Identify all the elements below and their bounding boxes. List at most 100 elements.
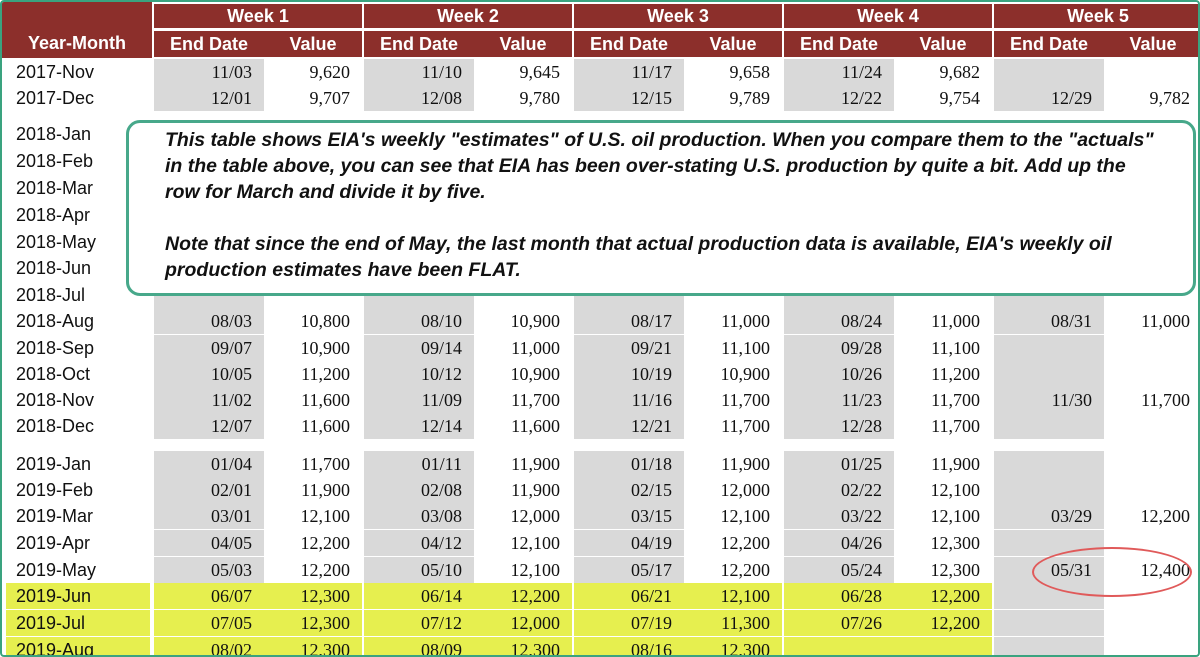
cell-value: 11,000 — [511, 338, 560, 358]
cell-value: 12,200 — [1140, 506, 1191, 526]
row-year-month: 2019-May — [16, 560, 97, 580]
cell-value: 12,300 — [264, 610, 362, 636]
cell-value: 11,700 — [931, 416, 980, 436]
cell-value: 10,900 — [300, 338, 351, 358]
cell-value: 12,200 — [300, 533, 351, 553]
cell-end-date: 09/21 — [574, 335, 684, 361]
cell-end-date: 07/12 — [364, 610, 474, 636]
cell-end-date: 07/05 — [154, 610, 264, 636]
cell-value: 11,100 — [931, 338, 980, 358]
row-year-month: 2018-Sep — [16, 338, 95, 358]
row-year-month: 2018-May — [16, 232, 97, 252]
cell-value: 12,300 — [930, 533, 981, 553]
cell-end-date: 11/16 — [574, 387, 684, 413]
cell-end-date: 12/01 — [154, 85, 264, 111]
cell-end-date — [994, 413, 1104, 439]
cell-value: 10,900 — [720, 364, 771, 384]
cell-end-date: 05/03 — [154, 557, 264, 583]
annotation-callout: This table shows EIA's weekly "estimates… — [126, 120, 1196, 296]
cell-end-date: 09/28 — [784, 335, 894, 361]
cell-value: 12,000 — [720, 480, 771, 500]
annotation-paragraph-2: Note that since the end of May, the last… — [165, 233, 1112, 281]
cell-value: 12,100 — [510, 533, 561, 553]
cell-value — [1104, 477, 1198, 503]
cell-end-date: 04/19 — [574, 530, 684, 556]
cell-value: 11,600 — [301, 416, 350, 436]
cell-end-date: 02/08 — [364, 477, 474, 503]
cell-end-date: 09/14 — [364, 335, 474, 361]
header-value: Value — [894, 31, 992, 57]
cell-end-date: 06/21 — [574, 583, 684, 609]
cell-end-date: 05/17 — [574, 557, 684, 583]
cell-end-date — [994, 335, 1104, 361]
cell-end-date: 05/10 — [364, 557, 474, 583]
cell-value: 12,300 — [684, 637, 782, 655]
cell-value — [1104, 413, 1198, 439]
cell-value: 11,600 — [511, 416, 560, 436]
cell-end-date: 12/15 — [574, 85, 684, 111]
cell-value: 9,658 — [729, 62, 771, 82]
cell-value: 11,900 — [931, 454, 980, 474]
header-value: Value — [474, 31, 572, 57]
cell-end-date: 12/22 — [784, 85, 894, 111]
cell-end-date: 01/18 — [574, 451, 684, 477]
cell-end-date: 01/04 — [154, 451, 264, 477]
cell-value: 11,700 — [301, 454, 350, 474]
row-year-month: 2019-Apr — [16, 533, 91, 553]
cell-end-date: 05/24 — [784, 557, 894, 583]
cell-value: 9,789 — [729, 88, 771, 108]
annotation-paragraph-1: This table shows EIA's weekly "estimates… — [165, 129, 1154, 203]
row-year-month: 2018-Jul — [16, 285, 86, 305]
cell-end-date: 08/02 — [154, 637, 264, 655]
cell-end-date: 11/24 — [784, 59, 894, 85]
cell-value: 10,900 — [510, 311, 561, 331]
header-end-date: End Date — [364, 31, 474, 57]
cell-value: 11,300 — [684, 610, 782, 636]
cell-value: 11,700 — [1141, 390, 1190, 410]
cell-end-date: 08/17 — [574, 308, 684, 334]
cell-end-date: 08/09 — [364, 637, 474, 655]
cell-end-date: 04/12 — [364, 530, 474, 556]
row-year-month: 2019-Jan — [16, 454, 92, 474]
cell-value: 12,300 — [264, 583, 362, 609]
cell-value: 12,300 — [930, 560, 981, 580]
cell-end-date — [994, 610, 1104, 636]
header-week-5: Week 5 — [994, 4, 1198, 28]
header-value: Value — [1104, 31, 1198, 57]
header-end-date: End Date — [574, 31, 684, 57]
cell-end-date: 01/11 — [364, 451, 474, 477]
cell-value — [1104, 610, 1198, 636]
cell-end-date — [994, 361, 1104, 387]
cell-value: 9,782 — [1149, 88, 1191, 108]
cell-value: 12,000 — [510, 506, 561, 526]
row-year-month: 2018-Aug — [16, 311, 95, 331]
header-year-month: Year-Month — [2, 2, 152, 58]
cell-value: 12,300 — [264, 637, 362, 655]
cell-value: 11,100 — [721, 338, 770, 358]
cell-value — [1104, 59, 1198, 85]
cell-end-date: 03/22 — [784, 503, 894, 529]
cell-end-date: 12/21 — [574, 413, 684, 439]
row-year-month: 2017-Nov — [16, 62, 95, 82]
cell-value: 12,100 — [300, 506, 351, 526]
row-year-month: 2019-Jul — [6, 610, 150, 636]
cell-end-date: 03/01 — [154, 503, 264, 529]
cell-end-date — [994, 451, 1104, 477]
row-year-month: 2018-Jun — [16, 258, 92, 278]
cell-value: 9,707 — [309, 88, 351, 108]
cell-end-date: 08/31 — [994, 308, 1104, 334]
cell-end-date: 02/15 — [574, 477, 684, 503]
row-year-month: 2018-Feb — [16, 151, 94, 171]
cell-value: 11,700 — [721, 416, 770, 436]
cell-end-date: 11/23 — [784, 387, 894, 413]
cell-value: 11,900 — [301, 480, 350, 500]
cell-value: 11,700 — [511, 390, 560, 410]
header-week-1: Week 1 — [154, 4, 362, 28]
cell-value: 11,200 — [301, 364, 350, 384]
row-year-month: 2018-Mar — [16, 178, 94, 198]
cell-value: 11,900 — [511, 480, 560, 500]
cell-end-date: 11/03 — [154, 59, 264, 85]
cell-end-date — [994, 637, 1104, 655]
cell-value: 11,000 — [721, 311, 770, 331]
cell-end-date: 03/15 — [574, 503, 684, 529]
